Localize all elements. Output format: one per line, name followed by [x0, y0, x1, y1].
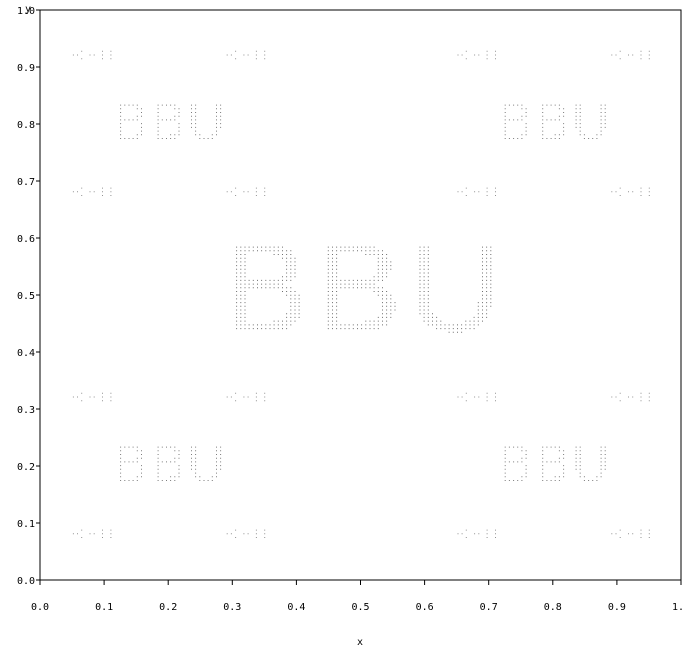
- scatter-points-level-3: [611, 529, 650, 538]
- y-tick-label: 0.1: [17, 519, 35, 530]
- scatter-points-level-3: [72, 392, 112, 402]
- scatter-points-level-2: [504, 104, 606, 139]
- scatter-points-level-3: [457, 529, 496, 538]
- y-tick-label: 0.4: [17, 348, 35, 359]
- y-tick-label: 0.5: [17, 291, 35, 302]
- x-tick-label: 0.4: [287, 602, 305, 613]
- y-tick-label: 1.0: [17, 6, 35, 17]
- scatter-points-level-3: [72, 50, 112, 60]
- scatter-points-level-3: [226, 529, 266, 538]
- scatter-points-level-3: [457, 392, 496, 402]
- y-tick-label: 0.9: [17, 63, 35, 74]
- scatter-points-level-2: [120, 446, 222, 481]
- scatter-points-level-3: [72, 529, 112, 538]
- axes-layer: 0.0 0.1 0.2 0.3 0.4 0.5 0.6 0.7 0.8 0.9 1.0 0.0 0.1 0…: [17, 6, 684, 613]
- x-tick-label: 0.0: [31, 602, 49, 613]
- y-tick-label: 0.3: [17, 405, 35, 416]
- y-tick-label: 0.8: [17, 120, 35, 131]
- x-tick-label: 0.3: [223, 602, 241, 613]
- scatter-points-level-3: [457, 50, 496, 60]
- x-tick-label: 0.5: [351, 602, 369, 613]
- x-tick-label: 0.8: [544, 602, 562, 613]
- points-layer: [72, 50, 650, 538]
- scatter-points-level-1: [236, 246, 492, 333]
- scatter-points-level-2: [120, 104, 222, 139]
- y-tick-label: 0.7: [17, 177, 35, 188]
- scatter-points-level-3: [72, 187, 112, 196]
- scatter-points-level-3: [457, 187, 496, 196]
- x-tick-label: 0.2: [159, 602, 177, 613]
- scatter-points-level-2: [504, 446, 606, 481]
- y-tick-label: 0.6: [17, 234, 35, 245]
- scatter-points-level-3: [226, 50, 266, 60]
- x-tick-label: 0.9: [608, 602, 626, 613]
- x-tick-label: 0.1: [95, 602, 113, 613]
- scatter-points-level-3: [611, 187, 650, 196]
- plot-frame: [39, 9, 682, 581]
- scatter-points-level-3: [226, 392, 266, 402]
- y-axis-label: y: [25, 4, 31, 15]
- scatter-points-level-3: [611, 50, 650, 60]
- scatter-points-level-3: [226, 187, 266, 196]
- y-tick-label: 0.2: [17, 462, 35, 473]
- x-tick-label: 1.0: [672, 602, 684, 613]
- y-tick-label: 0.0: [17, 576, 35, 587]
- x-tick-label: 0.7: [480, 602, 498, 613]
- x-tick-label: 0.6: [416, 602, 434, 613]
- x-axis-label: x: [357, 637, 363, 648]
- scatter-points-level-3: [611, 392, 650, 402]
